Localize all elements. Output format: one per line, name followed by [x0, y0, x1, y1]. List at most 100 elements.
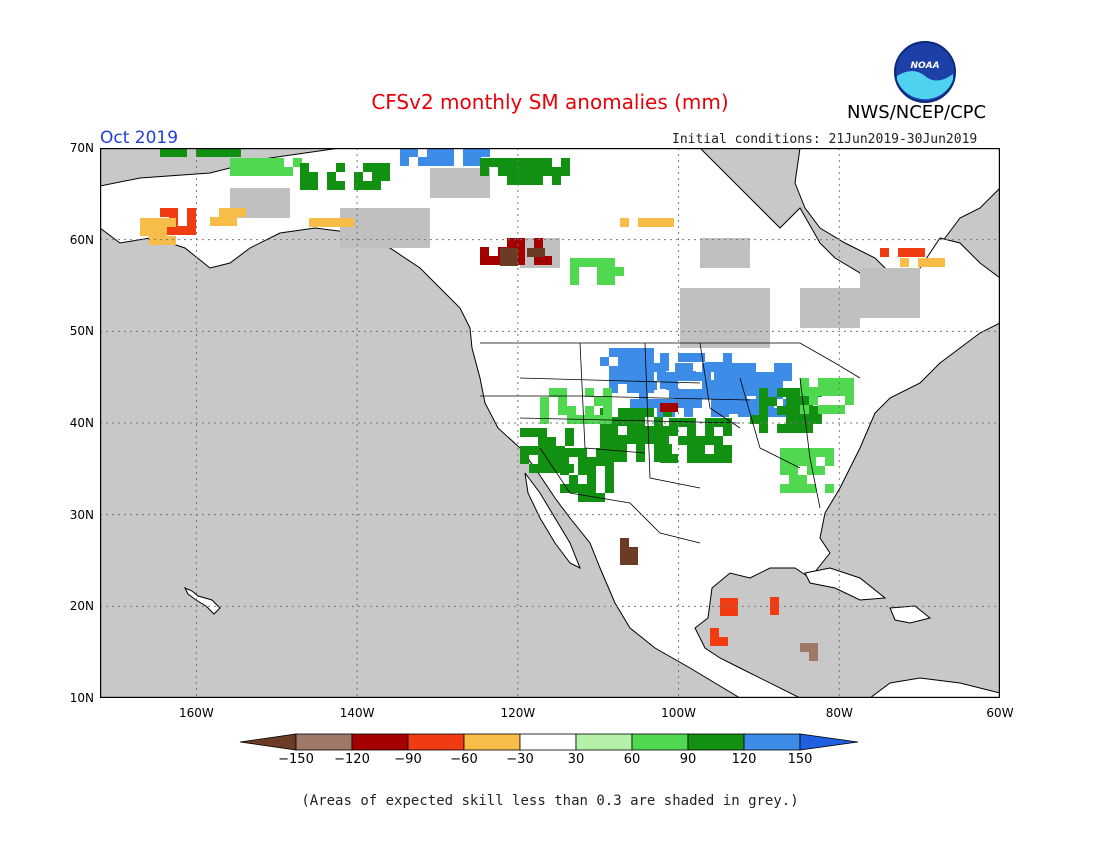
anomaly-cell [620, 556, 629, 565]
colorbar-swatch [743, 733, 801, 751]
anomaly-cell [636, 408, 645, 417]
colorbar-swatch [631, 733, 689, 751]
anomaly-cell [309, 181, 318, 190]
anomaly-cell [660, 362, 669, 371]
anomaly-cell [660, 427, 669, 436]
anomaly-cell [645, 426, 654, 435]
anomaly-cell [578, 448, 587, 457]
anomaly-cell [786, 424, 795, 433]
colorbar-swatch [407, 733, 465, 751]
anomaly-cell [543, 167, 552, 176]
anomaly-cell [657, 372, 666, 381]
anomaly-cell [516, 247, 525, 256]
anomaly-cell [768, 397, 777, 406]
anomaly-cell [747, 378, 756, 387]
anomaly-cell [336, 181, 345, 190]
anomaly-cell [845, 396, 854, 405]
anomaly-cell [774, 372, 783, 381]
anomaly-cell [816, 466, 825, 475]
anomaly-cell [660, 353, 669, 362]
anomaly-cell [759, 415, 768, 424]
anomaly-cell [578, 457, 587, 466]
anomaly-cell [228, 208, 237, 217]
hawaii [183, 587, 221, 615]
lat-tick-label: 60N [69, 232, 94, 247]
grey-patch [680, 288, 770, 348]
colorbar-label: −30 [506, 752, 534, 767]
anomaly-cell [606, 267, 615, 276]
anomaly-cell [327, 218, 336, 227]
anomaly-cell [500, 248, 509, 257]
anomaly-cell [169, 226, 178, 235]
anomaly-cell [534, 238, 543, 247]
lon-tick-label: 80W [825, 706, 853, 720]
anomaly-cell [318, 218, 327, 227]
anomaly-cell [609, 348, 618, 357]
anomaly-cell [600, 426, 609, 435]
anomaly-cell [777, 424, 786, 433]
anomaly-cell [363, 181, 372, 190]
anomaly-cell [158, 218, 167, 227]
anomaly-cell [630, 399, 639, 408]
anomaly-cell [936, 258, 945, 267]
anomaly-cell [516, 158, 525, 167]
anomaly-cell [720, 607, 729, 616]
anomaly-cell [372, 163, 381, 172]
anomaly-cell [552, 167, 561, 176]
anomaly-cell [609, 453, 618, 462]
anomaly-cell [645, 435, 654, 444]
anomaly-cell [645, 375, 654, 384]
anomaly-cell [237, 208, 246, 217]
anomaly-cell [636, 357, 645, 366]
anomaly-cell [543, 256, 552, 265]
anomaly-cell [618, 435, 627, 444]
colorbar-label: −150 [278, 752, 314, 767]
anomaly-cell [169, 148, 178, 157]
anomaly-cell [436, 157, 445, 166]
anomaly-cell [627, 426, 636, 435]
anomaly-cell [765, 378, 774, 387]
colorbar-label: 90 [679, 752, 697, 767]
anomaly-cell [540, 415, 549, 424]
anomaly-cell [597, 276, 606, 285]
anomaly-cell [627, 408, 636, 417]
anomaly-cell [656, 218, 665, 227]
skill-note: (Areas of expected skill less than 0.3 a… [301, 793, 799, 809]
anomaly-cell [516, 176, 525, 185]
map-title: CFSv2 monthly SM anomalies (mm) [371, 90, 729, 114]
anomaly-cell [693, 372, 702, 381]
lat-tick-label: 50N [69, 324, 94, 339]
anomaly-cell [759, 388, 768, 397]
anomaly-cell [525, 158, 534, 167]
anomaly-cell [780, 448, 789, 457]
anomaly-cell [645, 384, 654, 393]
anomaly-cell [719, 637, 728, 646]
anomaly-cell [750, 415, 759, 424]
anomaly-cell [525, 167, 534, 176]
anomaly-cell [747, 372, 756, 381]
anomaly-cell [795, 406, 804, 415]
logo-text: NOAA [910, 61, 939, 71]
anomaly-cell [210, 217, 219, 226]
anomaly-cell [818, 378, 827, 387]
anomaly-cell [400, 148, 409, 157]
colorbar-swatch [463, 733, 521, 751]
anomaly-cell [809, 652, 818, 661]
anomaly-cell [800, 405, 809, 414]
anomaly-cell [309, 172, 318, 181]
anomaly-cell [149, 218, 158, 227]
anomaly-cell [516, 256, 525, 265]
anomaly-cell [507, 238, 516, 247]
anomaly-cell [480, 247, 489, 256]
anomaly-cell [549, 388, 558, 397]
anomaly-cell [654, 453, 663, 462]
anomaly-cell [714, 380, 723, 389]
anomaly-cell [489, 256, 498, 265]
anomaly-cell [729, 396, 738, 405]
anomaly-cell [300, 172, 309, 181]
anomaly-cell [636, 417, 645, 426]
anomaly-cell [759, 406, 768, 415]
anomaly-cell [710, 628, 719, 637]
anomaly-cell [372, 172, 381, 181]
anomaly-cell [336, 218, 345, 227]
